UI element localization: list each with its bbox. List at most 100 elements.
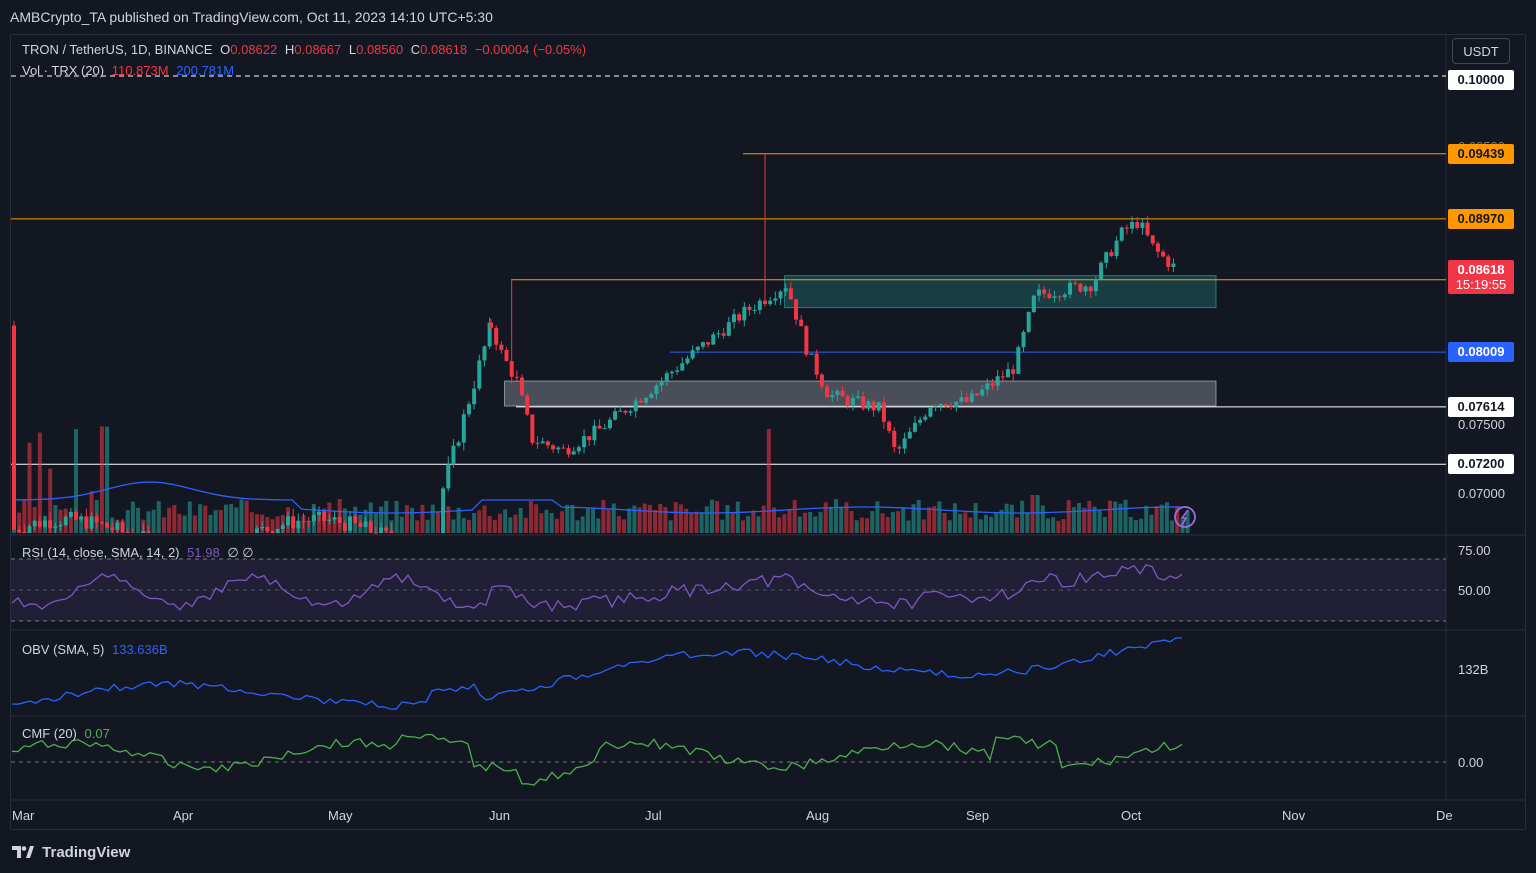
close-label: C <box>410 42 421 57</box>
volume-bar <box>17 512 22 533</box>
candle <box>659 376 664 392</box>
candle <box>265 526 270 533</box>
candle-body <box>74 511 79 520</box>
candle <box>706 342 711 348</box>
candle <box>545 440 550 449</box>
candle-body <box>1006 369 1010 378</box>
volume-bar <box>565 504 570 533</box>
candle <box>912 415 917 433</box>
candle-body <box>520 377 525 396</box>
candle-body <box>1171 263 1176 267</box>
volume-bar <box>777 517 782 533</box>
candle-body <box>146 531 151 533</box>
volume-bar <box>508 517 513 533</box>
candle-body <box>1145 222 1150 236</box>
volume-bar <box>275 516 280 533</box>
publisher-line: AMBCrypto_TA published on TradingView.co… <box>10 9 493 25</box>
candle <box>716 330 721 339</box>
candle <box>850 393 855 411</box>
candle-body <box>597 425 602 429</box>
candle-body <box>881 402 886 422</box>
volume-bar <box>1185 510 1190 533</box>
volume-bar <box>1133 520 1138 533</box>
candle <box>974 392 979 397</box>
obv-tick: 132B <box>1458 662 1489 677</box>
candle-body <box>489 322 493 328</box>
candle-body <box>53 526 58 529</box>
volume-bar <box>399 516 404 533</box>
volume-bar <box>1082 507 1087 533</box>
volume-bar <box>1154 506 1159 533</box>
candle-body <box>969 393 974 402</box>
candle-body <box>835 391 840 395</box>
candle-body <box>17 529 22 533</box>
candle-body <box>358 522 363 527</box>
tradingview-brand[interactable]: TradingView <box>12 844 130 861</box>
candle-body <box>551 445 556 450</box>
candle <box>368 519 373 533</box>
candle <box>1021 329 1026 352</box>
candle-body <box>856 396 861 398</box>
volume-bar <box>983 514 988 533</box>
candle <box>628 409 633 417</box>
candle-body <box>985 383 990 390</box>
candle-body <box>275 528 280 533</box>
candle-body <box>675 370 680 372</box>
volume-bar <box>22 499 27 533</box>
volume-bar <box>896 511 901 533</box>
volume-bar <box>560 511 565 533</box>
volume-bar <box>379 506 384 533</box>
volume-bar <box>146 511 151 533</box>
volume-bar <box>1061 519 1066 533</box>
candle-body <box>327 519 332 522</box>
volume-bar <box>865 518 870 533</box>
candle-body <box>58 524 63 527</box>
volume-bar <box>1175 506 1180 533</box>
candle <box>638 398 643 404</box>
volume-bar <box>704 506 709 533</box>
candle-body <box>389 530 394 533</box>
candle <box>664 370 669 386</box>
candle <box>1099 261 1104 281</box>
candle-body <box>907 431 912 439</box>
candle-body <box>918 419 923 423</box>
candle <box>680 357 685 372</box>
volume-bar <box>999 509 1004 533</box>
candle-body <box>845 396 850 406</box>
candle <box>763 153 768 307</box>
volume-bar <box>404 505 409 533</box>
volume-bar <box>1118 503 1123 533</box>
candle <box>358 520 363 528</box>
candle-body <box>685 358 690 364</box>
volume-bar <box>539 513 544 533</box>
volume-bar <box>653 510 658 533</box>
month-nov: Nov <box>1282 808 1306 823</box>
month-oct: Oct <box>1121 808 1142 823</box>
candle-body <box>525 395 530 415</box>
volume-bar <box>317 513 322 533</box>
volume-bar <box>249 512 254 533</box>
volume-bar <box>689 512 694 533</box>
candle-body <box>1083 286 1088 292</box>
candle <box>773 291 778 305</box>
volume-bar <box>611 503 616 533</box>
currency-button[interactable]: USDT <box>1452 38 1510 64</box>
candle-body <box>530 414 535 443</box>
candle <box>353 514 358 525</box>
candle <box>700 341 705 350</box>
candle-body <box>487 322 492 347</box>
candle-body <box>446 464 451 489</box>
candle-body <box>819 374 824 387</box>
volume-bar <box>48 468 53 533</box>
candle-body <box>871 401 876 411</box>
volume-legend: Vol · TRX (20) 110.873M 200.781M <box>22 63 238 78</box>
candle <box>1171 258 1176 273</box>
candle <box>809 353 814 355</box>
candle <box>1026 311 1031 334</box>
candle <box>332 510 337 524</box>
volume-bar <box>368 502 373 533</box>
candle-body <box>296 521 301 529</box>
candle-body <box>664 373 669 381</box>
obv-legend: OBV (SMA, 5) 133.636B <box>22 642 172 657</box>
